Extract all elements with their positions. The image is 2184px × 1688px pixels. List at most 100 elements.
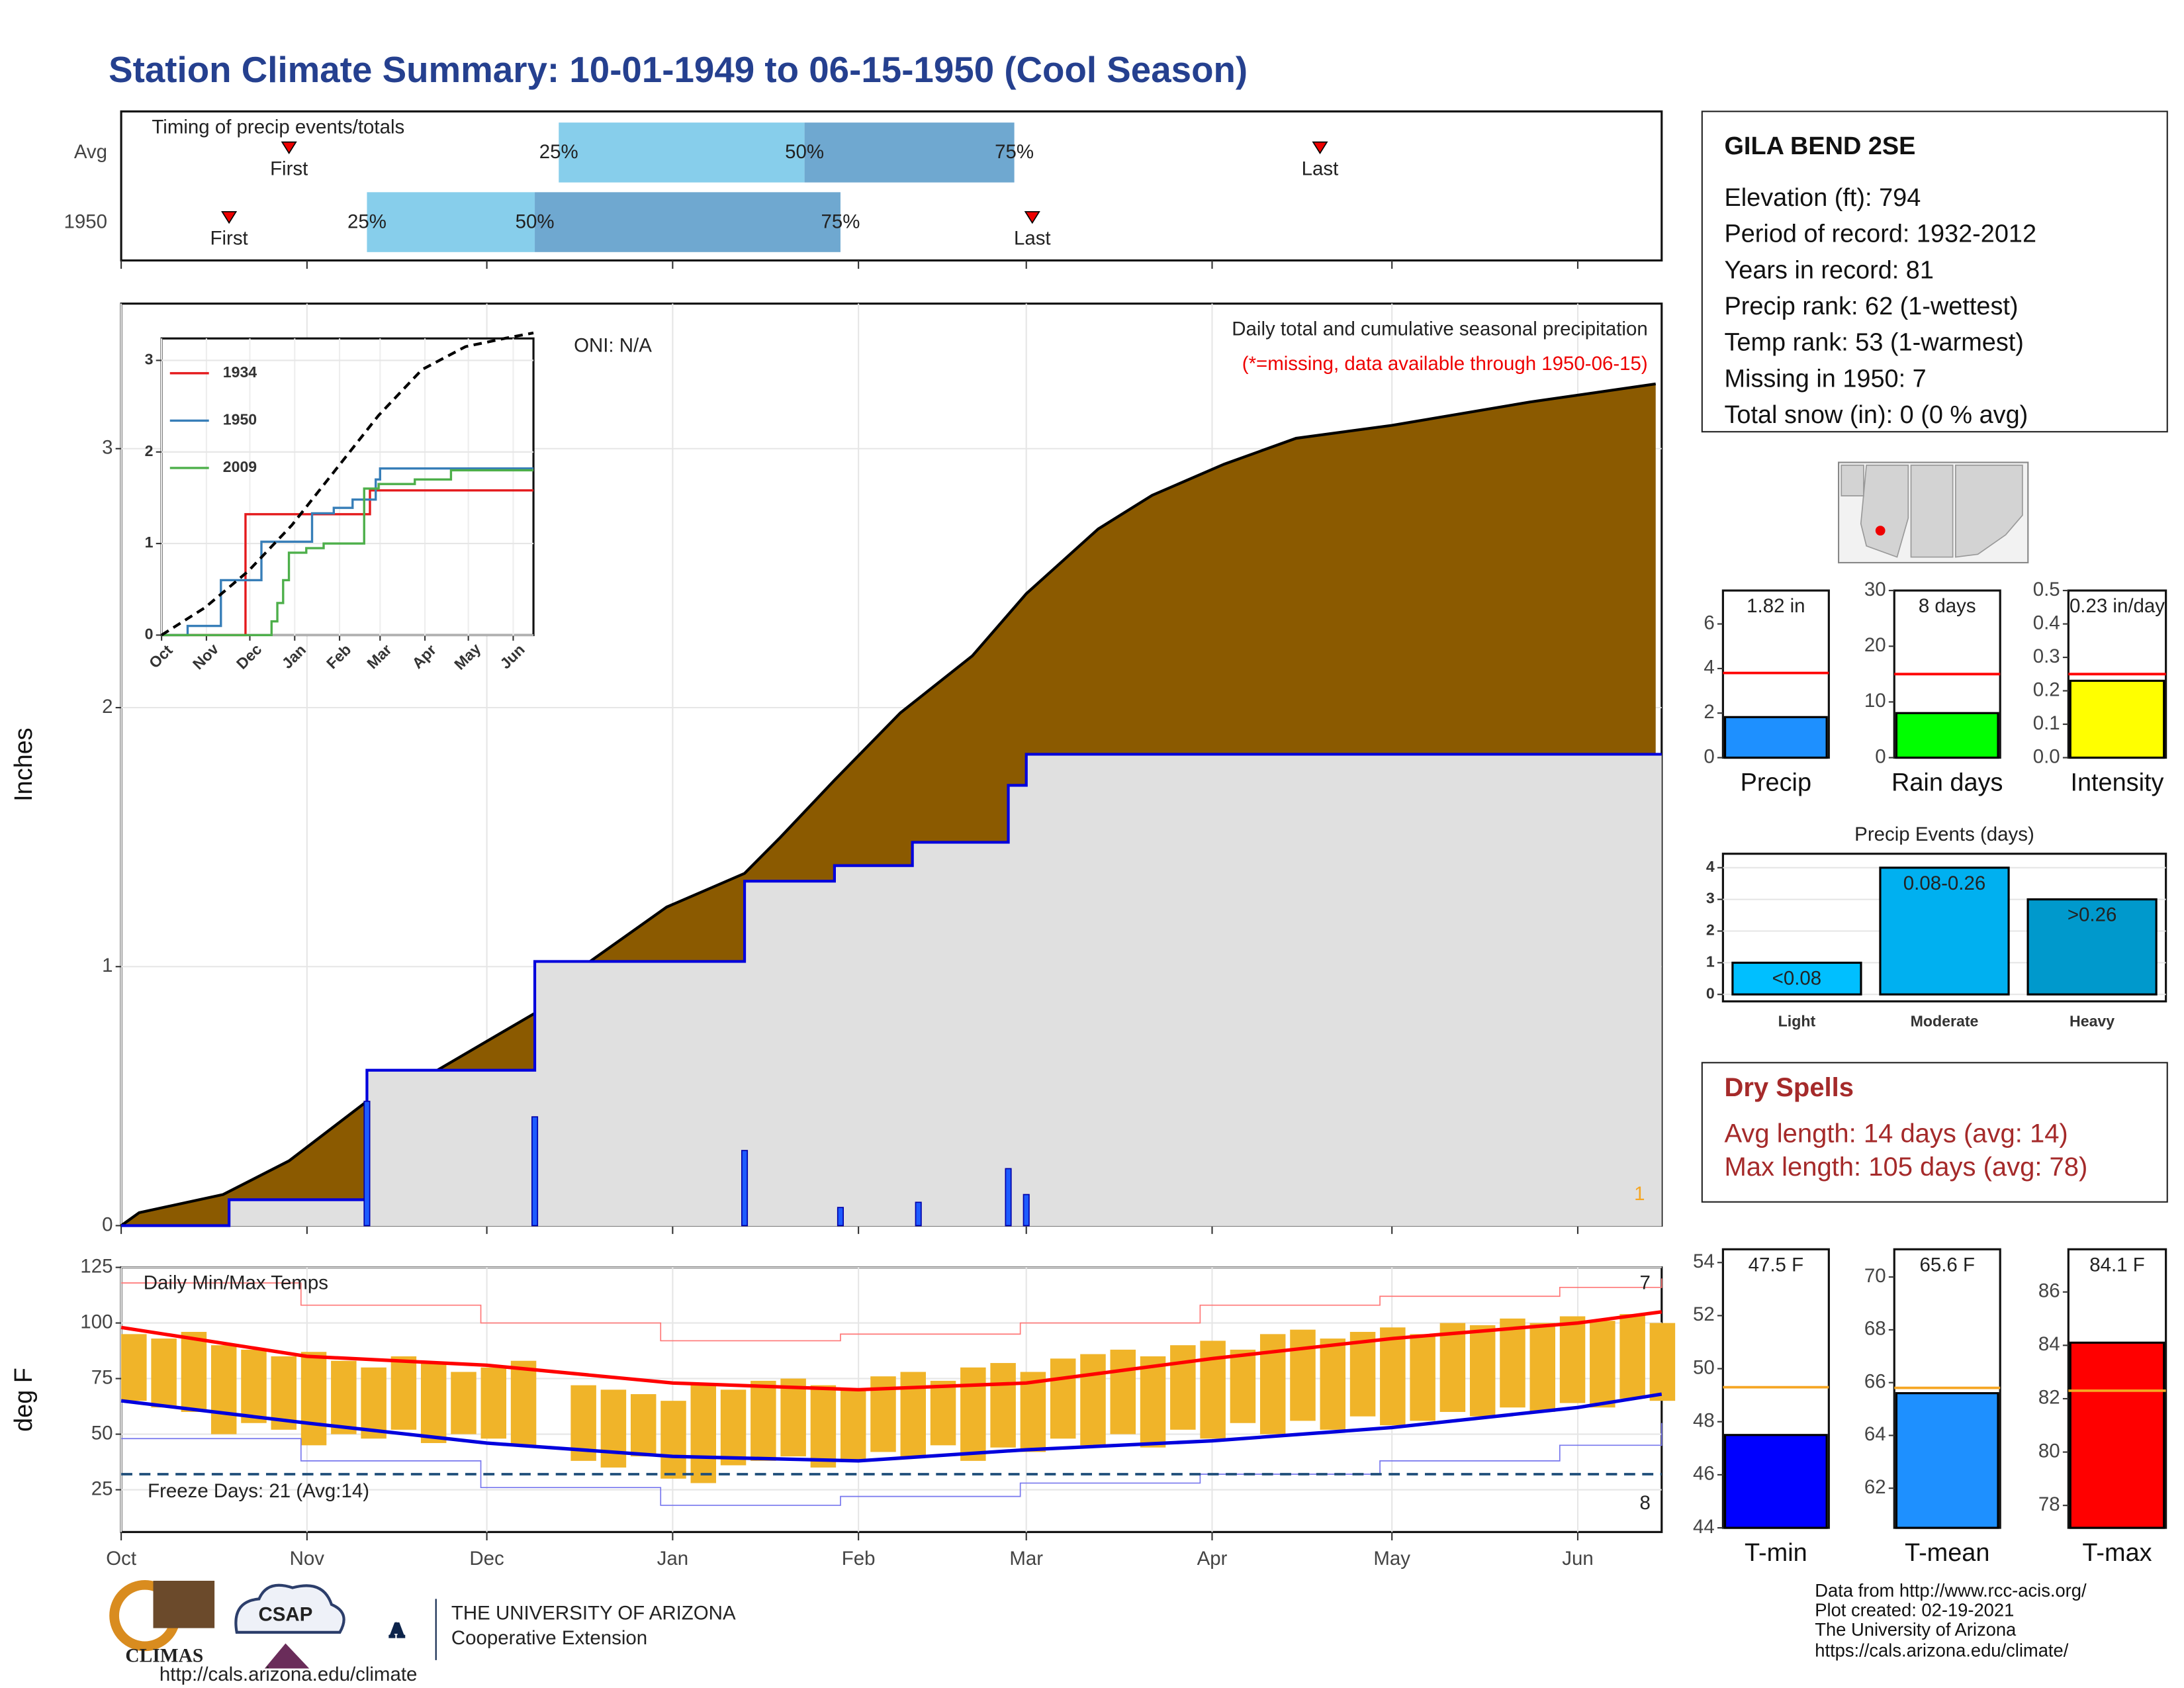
temp-range-bar	[780, 1378, 806, 1457]
x-tick-label: Dec	[469, 1548, 504, 1570]
quantile-label: 50%	[516, 211, 555, 232]
bar	[1879, 867, 2010, 996]
temp-range-bar	[1529, 1323, 1556, 1412]
cumulative-line	[121, 753, 1662, 1227]
daily-precip-bar	[741, 1150, 749, 1227]
y-tick-label: 62	[1864, 1476, 1886, 1498]
temp-range-bar	[420, 1363, 447, 1443]
quartile-bar	[559, 122, 805, 183]
y-tick-label: 1	[1706, 953, 1715, 970]
y-tick-label: 100	[80, 1311, 113, 1333]
temp-range-bar	[361, 1367, 387, 1439]
temp-range-bar	[1380, 1327, 1406, 1426]
csap-mountain	[264, 1643, 310, 1669]
temp-range-bar	[451, 1372, 477, 1434]
value-label: 65.6 F	[1919, 1254, 1974, 1276]
legend-label: 2009	[223, 458, 257, 475]
y-tick-label: 50	[91, 1422, 113, 1444]
quantile-label: 50%	[785, 141, 824, 163]
temp-range-bar	[690, 1385, 717, 1483]
bar	[1731, 961, 1862, 996]
temp-range-bar	[900, 1372, 927, 1457]
quartile-bar	[535, 192, 841, 252]
y-axis-label: Inches	[10, 727, 38, 802]
station-box	[1701, 111, 2168, 433]
y-tick-label: 84	[2038, 1333, 2060, 1355]
chart-title: Timing of precip events/totals	[152, 116, 404, 138]
quartile-bar	[367, 192, 535, 252]
temp-range-bar	[121, 1334, 147, 1401]
station-line: Total snow (in): 0 (0 % avg)	[1724, 401, 2028, 429]
legend-label: 1950	[223, 411, 257, 428]
temp-range-bar	[390, 1356, 417, 1430]
annotation: 1	[1634, 1183, 1645, 1205]
y-tick-label: 52	[1693, 1303, 1715, 1325]
y-tick-label: 2	[102, 696, 113, 718]
event-marker	[1312, 141, 1328, 155]
extension-text: Cooperative Extension	[451, 1627, 647, 1649]
temp-range-bar	[660, 1401, 686, 1479]
y-tick-label: 3	[145, 351, 154, 368]
value-label: 0.23 in/day	[2070, 595, 2165, 617]
value-label: 47.5 F	[1749, 1254, 1803, 1276]
dry-spells-title: Dry Spells	[1724, 1073, 1854, 1102]
y-tick-label: 0	[1706, 984, 1715, 1002]
temp-range-bar	[1050, 1358, 1076, 1439]
temp-range-bar	[1200, 1340, 1226, 1439]
temp-range-bar	[810, 1385, 837, 1468]
y-tick-label: 64	[1864, 1423, 1886, 1445]
normal-line	[120, 1310, 1662, 1391]
y-tick-label: 80	[2038, 1440, 2060, 1462]
y-tick-label: 86	[2038, 1280, 2060, 1302]
y-tick-label: 20	[1864, 634, 1886, 656]
y-tick-label: 0.4	[2033, 612, 2060, 633]
daily-precip-bar	[531, 1116, 539, 1227]
station-line: Temp rank: 53 (1-warmest)	[1724, 329, 2023, 357]
bar	[2026, 898, 2158, 996]
y-tick-label: 68	[1864, 1318, 1886, 1340]
station-line: Precip rank: 62 (1-wettest)	[1724, 293, 2018, 320]
daily-precip-bar	[1005, 1168, 1012, 1227]
temp-range-bar	[1020, 1372, 1046, 1452]
x-tick-label: Mar	[1009, 1548, 1043, 1570]
temp-range-bar	[331, 1360, 357, 1434]
y-tick-label: 0.5	[2033, 579, 2060, 600]
annotation: ONI: N/A	[574, 335, 652, 357]
station-name: GILA BEND 2SE	[1724, 132, 1915, 160]
y-tick-label: 48	[1693, 1410, 1715, 1432]
x-tick-label: Precip	[1741, 769, 1811, 797]
annotation: Daily Min/Max Temps	[144, 1272, 328, 1294]
daily-precip-bar	[915, 1201, 922, 1227]
x-tick-label: Jan	[657, 1548, 688, 1570]
temp-range-bar	[1619, 1314, 1645, 1399]
temp-range-bar	[210, 1345, 237, 1434]
y-tick-label: 10	[1864, 690, 1886, 712]
temp-range-bar	[181, 1332, 207, 1412]
y-tick-label: 0	[102, 1213, 113, 1235]
dry-spells-line: Max length: 105 days (avg: 78)	[1724, 1152, 2087, 1182]
temp-range-bar	[1349, 1332, 1376, 1417]
csap-url: http://cals.arizona.edu/climate	[159, 1664, 417, 1685]
x-tick-label: Intensity	[2070, 769, 2163, 797]
y-tick-label: 1	[145, 534, 154, 551]
y-tick-label: 66	[1864, 1370, 1886, 1392]
y-tick-label: 0.1	[2033, 712, 2060, 734]
temp-range-bar	[1559, 1316, 1586, 1403]
ua-mark: A	[390, 1620, 404, 1642]
annotation: (*=missing, data available through 1950-…	[1242, 353, 1648, 375]
temp-range-bar	[151, 1338, 177, 1408]
y-tick-label: 3	[102, 437, 113, 459]
temp-range-bar	[1080, 1354, 1106, 1446]
y-tick-label: 2	[145, 442, 154, 459]
value-label: 8 days	[1919, 595, 1976, 617]
x-tick-label: Apr	[1197, 1548, 1228, 1570]
temp-range-bar	[840, 1389, 866, 1461]
temp-range-bar	[510, 1360, 537, 1446]
y-tick-label: 125	[80, 1255, 113, 1277]
x-tick-label: Jun	[1562, 1548, 1593, 1570]
csap-text: CSAP	[259, 1603, 313, 1625]
annotation: Freeze Days: 21 (Avg:14)	[148, 1480, 369, 1502]
row-label: Avg	[74, 141, 107, 163]
temp-range-bar	[600, 1389, 627, 1468]
temp-range-bar	[1649, 1323, 1676, 1401]
